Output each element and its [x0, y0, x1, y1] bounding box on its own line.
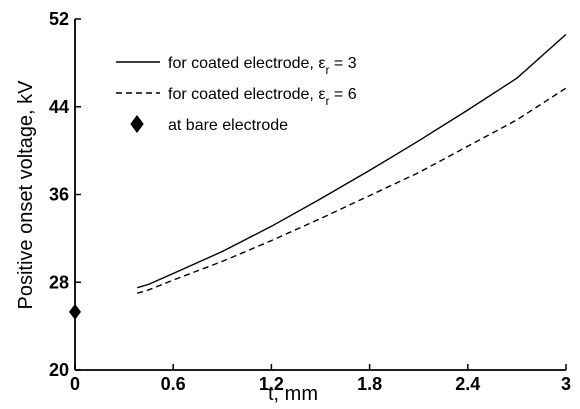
x-tick-label: 1.2 — [259, 374, 284, 394]
y-axis-label: Positive onset voltage, kV — [15, 80, 37, 310]
legend-label: at bare electrode — [168, 117, 288, 134]
series-line-er6 — [137, 87, 567, 294]
x-tick-label: 0.6 — [161, 374, 186, 394]
y-tick-label: 36 — [49, 185, 69, 205]
series-group — [69, 33, 567, 320]
x-tick-label: 0 — [70, 374, 80, 394]
legend-label: for coated electrode, εr = 6 — [168, 86, 357, 108]
ticks: 0 0.6 1.2 1.8 2.4 3 20 28 36 44 52 — [49, 9, 571, 394]
y-tick-label: 20 — [49, 360, 69, 380]
series-line-er3 — [137, 33, 567, 289]
legend: for coated electrode, εr = 3 for coated e… — [116, 55, 357, 134]
x-tick-label: 1.8 — [357, 374, 382, 394]
x-axis-label: t, mm — [268, 383, 318, 405]
x-tick-label: 3 — [561, 374, 571, 394]
legend-marker-bare — [130, 115, 144, 133]
y-tick-label: 52 — [49, 9, 69, 29]
y-tick-label: 28 — [49, 272, 69, 292]
legend-label: for coated electrode, εr = 3 — [168, 55, 357, 77]
y-tick-label: 44 — [49, 97, 69, 117]
x-tick-label: 2.4 — [455, 374, 480, 394]
bare-electrode-marker — [69, 303, 81, 320]
